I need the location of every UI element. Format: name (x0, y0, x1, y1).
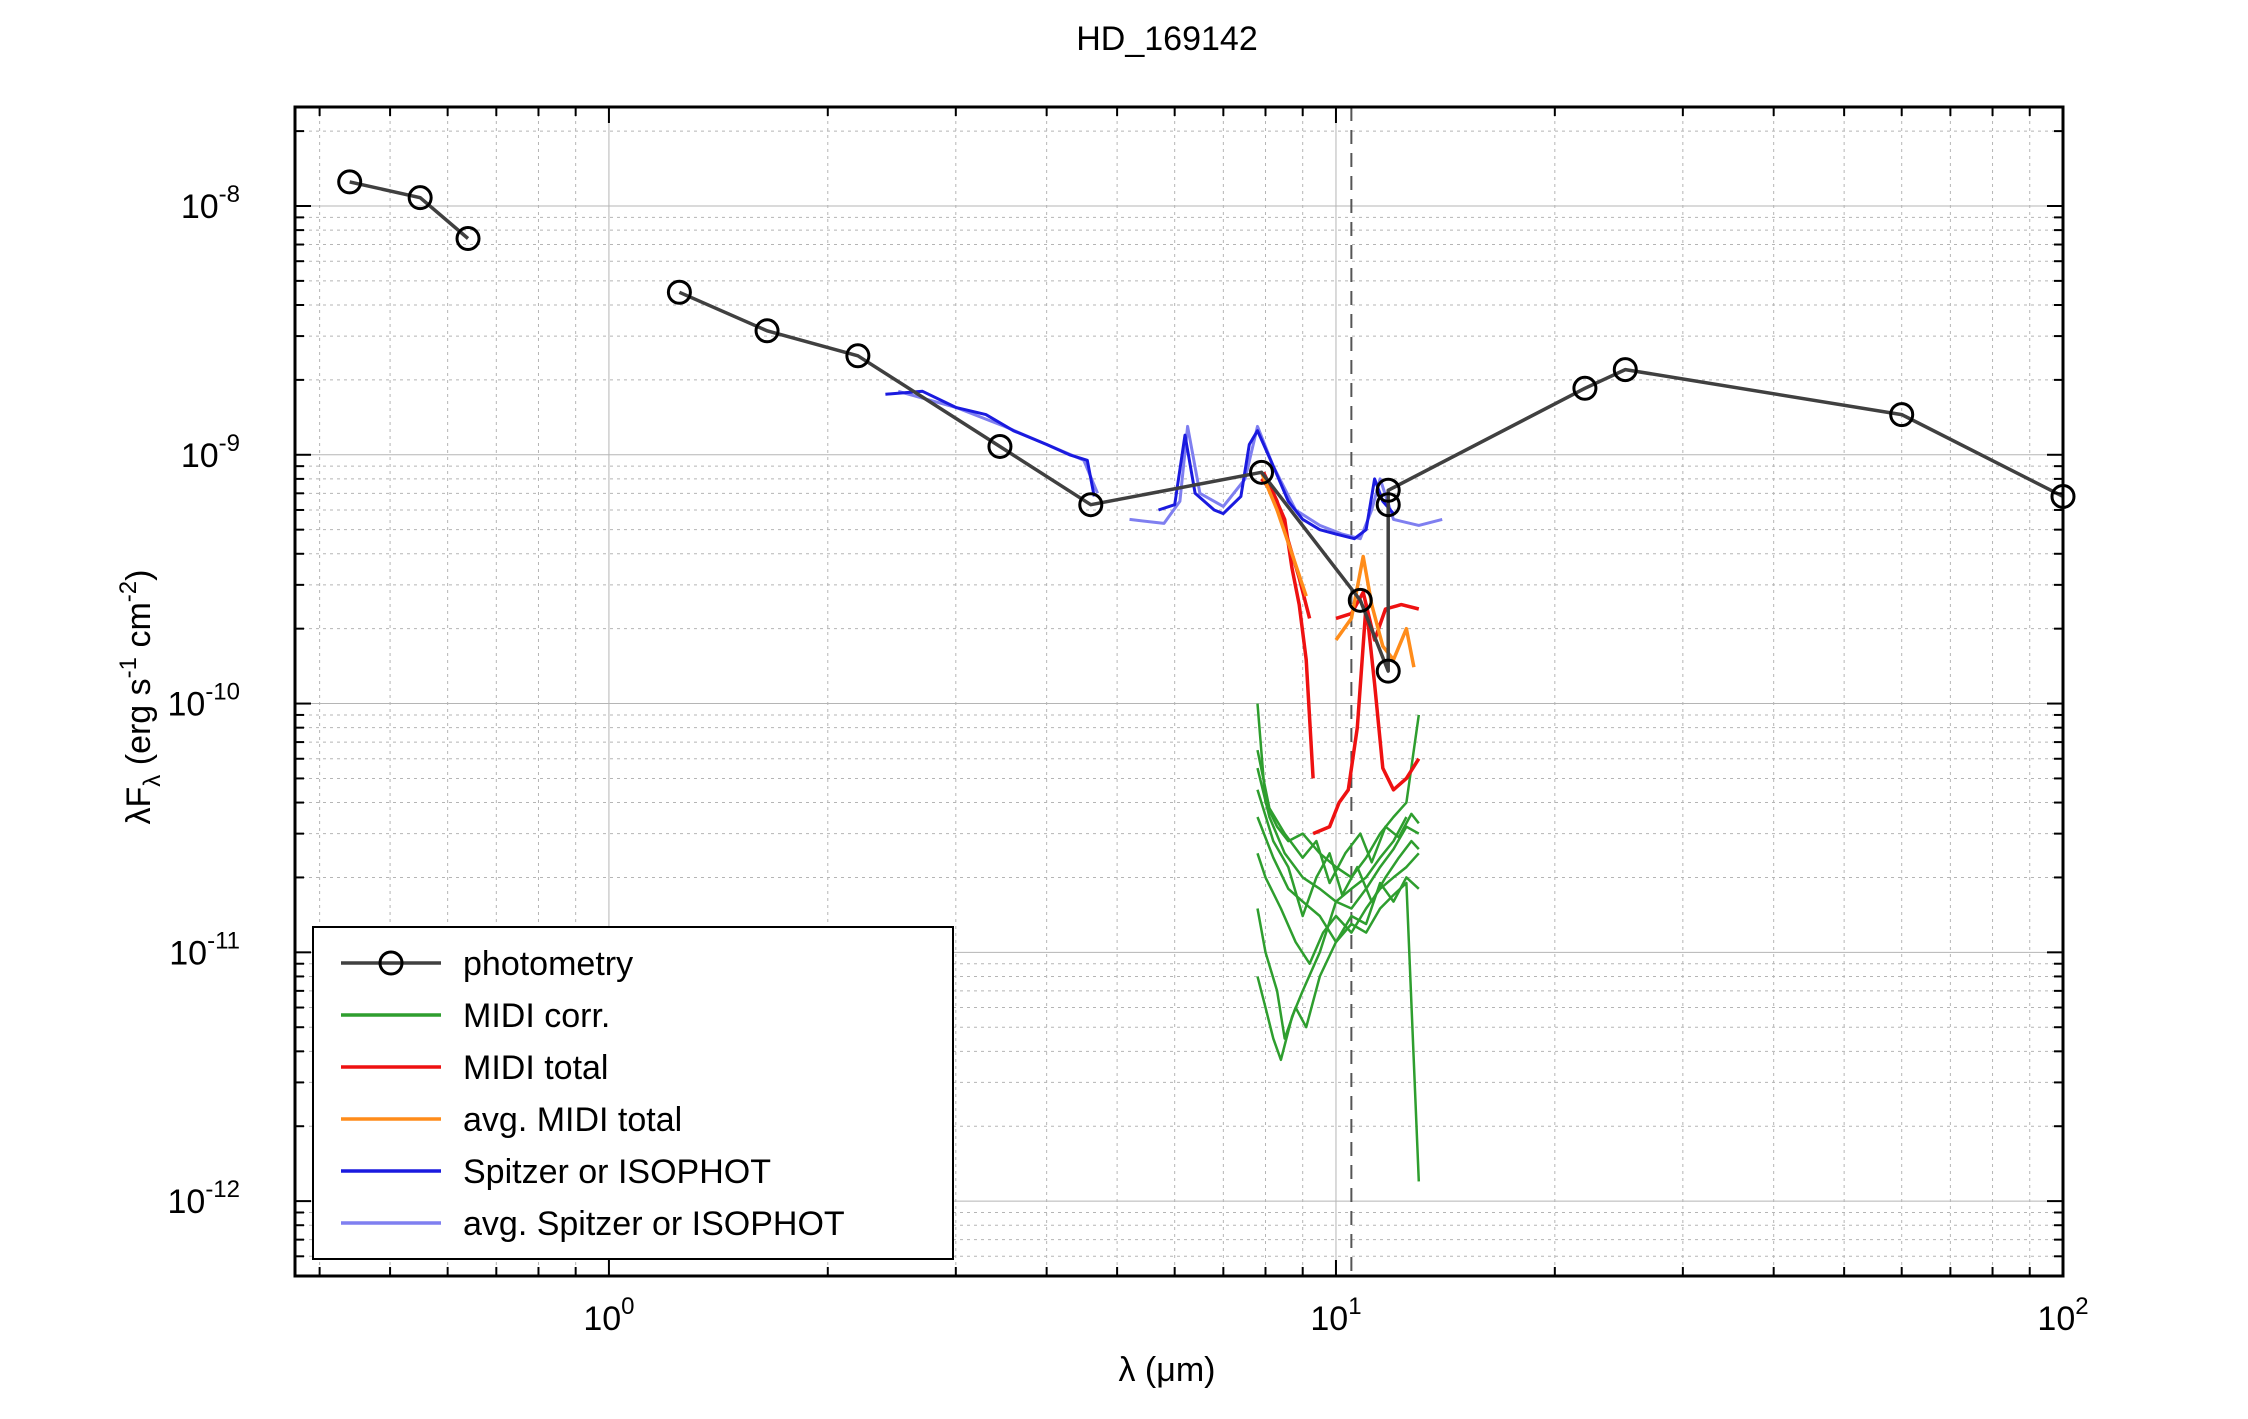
x-tick-label: 102 (2037, 1293, 2088, 1338)
legend-label: MIDI total (463, 1049, 608, 1087)
x-tick-label-base: 10 (583, 1300, 621, 1338)
photometry-marker (1889, 402, 1915, 428)
y-tick-label: 10-9 (181, 430, 240, 475)
legend-label: Spitzer or ISOPHOT (463, 1153, 771, 1191)
y-tick-label-base: 10 (169, 934, 207, 972)
midi-corr-line (1256, 749, 1420, 885)
y-label-lambda: λF (120, 787, 158, 825)
photometry-marker (337, 169, 363, 195)
x-tick-label-exp: 0 (621, 1293, 634, 1320)
y-tick-label-base: 10 (181, 188, 219, 226)
y-tick-label-exp: -8 (219, 181, 240, 208)
photometry-marker (1078, 492, 1104, 518)
legend-marker-photometry (378, 950, 404, 976)
x-tick-label-exp: 1 (1348, 1293, 1361, 1320)
legend-label: avg. Spitzer or ISOPHOT (463, 1205, 845, 1243)
photometry-marker (407, 185, 433, 211)
legend-label: MIDI corr. (463, 997, 610, 1035)
x-tick-label: 101 (1310, 1293, 1361, 1338)
photometry-marker (987, 433, 1013, 459)
photometry-marker (1612, 357, 1638, 383)
avg-midi-total-line (1259, 471, 1308, 597)
midi-corr-line (1256, 852, 1420, 965)
midi-corr-line (1256, 789, 1420, 918)
spitzer-line (885, 389, 1096, 497)
y-label-cm: cm (120, 602, 158, 657)
y-label-close: ) (120, 570, 158, 581)
series-lines (349, 180, 2064, 1182)
photometry-marker (754, 318, 780, 344)
y-label-sub: λ (139, 775, 166, 787)
y-tick-label-exp: -9 (219, 430, 240, 457)
photometry-line (349, 180, 470, 240)
midi-corr-line (1256, 703, 1421, 879)
y-tick-label-exp: -12 (205, 1176, 240, 1203)
x-tick-label-exp: 2 (2075, 1293, 2088, 1320)
legend-label: avg. MIDI total (463, 1101, 682, 1139)
photometry-markers (337, 169, 2076, 684)
legend: photometry MIDI corr. MIDI total avg. MIDI … (312, 926, 954, 1260)
midi-corr-line (1256, 816, 1420, 944)
midi-corr-line (1256, 816, 1408, 1062)
legend-box (312, 926, 954, 1260)
x-axis-label: λ (μm) (1118, 1351, 1215, 1389)
x-tick-label: 100 (583, 1293, 634, 1338)
midi-corr-line (1256, 767, 1420, 910)
y-tick-label: 10-12 (167, 1176, 240, 1221)
x-tick-label-base: 10 (1310, 1300, 1348, 1338)
plot-frame (293, 105, 2065, 1278)
photometry-marker (666, 279, 692, 305)
y-tick-label: 10-8 (181, 181, 240, 226)
photometry-marker (1375, 477, 1401, 503)
y-tick-label-exp: -11 (207, 927, 240, 954)
y-label-exp1: -1 (115, 657, 142, 678)
photometry-marker (1249, 459, 1275, 485)
photometry-marker (1347, 587, 1373, 613)
photometry-marker (845, 343, 871, 369)
spitzer-line (1158, 429, 1395, 541)
y-tick-label-base: 10 (167, 686, 205, 724)
y-tick-label: 10-11 (169, 927, 240, 972)
chart-title: HD_169142 (1076, 20, 1257, 58)
y-label-exp2: -2 (115, 581, 142, 602)
photometry-marker (1375, 658, 1401, 684)
photometry-marker (1375, 492, 1401, 518)
axis-ticks (295, 107, 2064, 1277)
y-tick-label: 10-10 (167, 679, 240, 724)
y-tick-label-base: 10 (181, 437, 219, 475)
photometry-line (678, 290, 2064, 673)
y-label-open: (erg s (120, 678, 158, 774)
photometry-marker (1572, 375, 1598, 401)
x-tick-label-base: 10 (2037, 1300, 2075, 1338)
y-tick-label-exp: -10 (205, 679, 240, 706)
photometry-marker (455, 226, 481, 252)
legend-label: photometry (463, 945, 633, 983)
y-axis-label: λFλ (erg s-1 cm-2) (115, 570, 166, 825)
y-tick-label-base: 10 (167, 1183, 205, 1221)
